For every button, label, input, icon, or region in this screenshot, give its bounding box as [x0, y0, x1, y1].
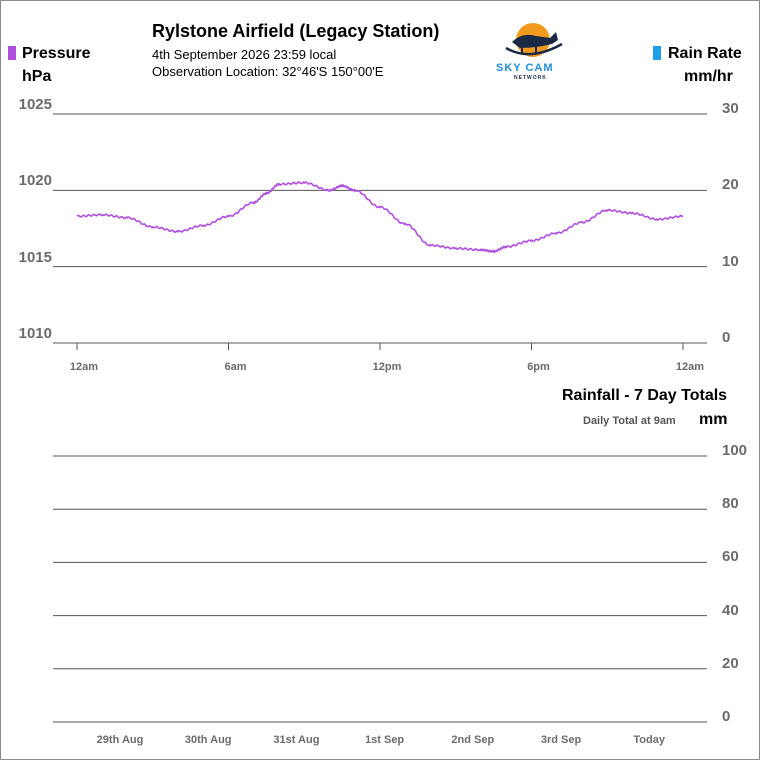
- rain-rate-y-tick-label: 20: [722, 176, 739, 194]
- rainfall-y-tick-label: 40: [722, 601, 739, 619]
- sky-cam-logo-icon: [505, 23, 563, 57]
- rainfall-unit: mm: [699, 411, 728, 428]
- pressure-y-tick-label: 1020: [18, 172, 52, 190]
- rainfall-x-tick-label: 3rd Sep: [540, 734, 582, 746]
- sky-cam-logo: SKY CAM NETWORK: [492, 18, 578, 84]
- rainfall-y-tick-label: 100: [722, 442, 748, 459]
- rain-rate-unit: mm/hr: [684, 68, 733, 85]
- rain-rate-legend-label: Rain Rate: [668, 45, 742, 62]
- logo-tagline: NETWORK: [514, 75, 547, 81]
- pressure-y-tick-label: 1015: [18, 248, 52, 266]
- rain-rate-y-tick-label: 10: [722, 252, 739, 270]
- rainfall-y-tick-label: 60: [722, 548, 739, 566]
- pressure-series-line: [76, 180, 684, 254]
- pressure-y-tick-label: 1025: [18, 96, 52, 113]
- rainfall-x-tick-label: 29th Aug: [96, 734, 144, 746]
- rain-rate-y-tick-label: 0: [722, 329, 731, 346]
- rainfall-y-tick-label: 20: [722, 654, 739, 672]
- rainfall-panel-title: Rainfall - 7 Day Totals: [562, 387, 728, 404]
- rainfall-panel-note: Daily Total at 9am: [583, 415, 676, 427]
- observation-location: Observation Location: 32°46'S 150°00'E: [152, 64, 384, 79]
- station-title: Rylstone Airfield (Legacy Station): [152, 21, 440, 41]
- rainfall-x-tick-label: 31st Aug: [273, 734, 320, 746]
- pressure-y-tick-label: 1010: [18, 325, 52, 342]
- pressure-legend-label: Pressure: [22, 45, 91, 62]
- rain-rate-legend-swatch: [653, 46, 661, 60]
- pressure-x-tick-label: 6am: [224, 361, 247, 373]
- rain-rate-y-tick-label: 30: [722, 100, 739, 117]
- rainfall-y-tick-label: 0: [722, 708, 731, 725]
- pressure-x-tick-label: 12pm: [372, 361, 402, 373]
- pressure-unit: hPa: [22, 68, 52, 85]
- rainfall-x-tick-label: Today: [633, 734, 665, 746]
- timestamp: 4th September 2026 23:59 local: [152, 47, 337, 62]
- pressure-x-tick-label: 12am: [675, 361, 705, 373]
- pressure-legend-swatch: [8, 46, 16, 60]
- logo-name: SKY CAM: [496, 62, 554, 74]
- rainfall-x-tick-label: 30th Aug: [184, 734, 232, 746]
- rainfall-y-tick-label: 80: [722, 495, 739, 513]
- rainfall-x-tick-label: 1st Sep: [365, 734, 405, 746]
- pressure-x-tick-label: 12am: [69, 361, 99, 373]
- pressure-x-tick-label: 6pm: [527, 361, 550, 373]
- rainfall-x-tick-label: 2nd Sep: [451, 734, 495, 746]
